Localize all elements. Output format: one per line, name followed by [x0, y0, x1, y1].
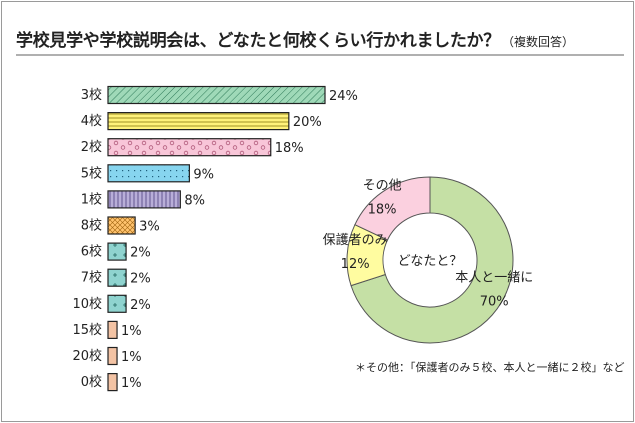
chart-title-area: 学校見学や学校説明会は、どなたと何校くらい行かれましたか？ （複数回答） [16, 26, 616, 56]
title-underline [16, 54, 624, 56]
bar-chart: 3校 24% 4校 20% 2校 18% 5校 9% 1校 8% 8校 3% 6校 2% 7校 2% 10校 2%… [72, 85, 358, 392]
bar [107, 242, 127, 261]
bar-category-label: 8校 [81, 218, 102, 234]
bar-category-label: 4校 [81, 113, 102, 129]
bar-category-label: 15校 [72, 322, 102, 338]
donut-slice [350, 176, 514, 344]
bar-category-label: 2校 [81, 139, 102, 155]
bar [107, 85, 326, 105]
bar-category-label: 10校 [72, 296, 102, 312]
bar-value-label: 1% [121, 350, 142, 365]
donut-slice [354, 176, 431, 241]
bar-value-label: 18% [275, 141, 304, 156]
bar-value-label: 20% [293, 115, 322, 130]
bar-value-label: 1% [121, 376, 142, 391]
bar-category-label: 7校 [81, 270, 102, 286]
bar-value-label: 3% [139, 220, 160, 235]
bar [107, 320, 118, 339]
bar [107, 164, 190, 183]
bar [107, 346, 118, 366]
bar-category-label: 5校 [81, 165, 102, 181]
bar [107, 268, 127, 287]
bar-category-label: 1校 [81, 191, 102, 207]
bar-value-label: 8% [184, 193, 205, 208]
bar [107, 190, 181, 209]
chart-title: 学校見学や学校説明会は、どなたと何校くらい行かれましたか？ [16, 31, 500, 51]
footnote: ＊その他：「保護者のみ５校、本人と一緒に２校」など [355, 361, 625, 374]
bar-value-label: 2% [130, 272, 151, 287]
bar [107, 138, 272, 157]
bar-value-label: 2% [130, 298, 151, 313]
donut-value-label: 18% [368, 202, 397, 217]
bar [107, 373, 118, 392]
bar-category-label: 6校 [81, 244, 102, 260]
donut-value-label: 70% [480, 294, 509, 309]
bar-value-label: 2% [130, 246, 151, 261]
bar [107, 111, 290, 131]
bar-value-label: 1% [121, 324, 142, 339]
bar-category-label: 20校 [72, 348, 102, 364]
chart-subtitle: （複数回答） [501, 35, 574, 49]
donut-value-label: 12% [341, 257, 370, 272]
bar-value-label: 24% [329, 89, 358, 104]
bar [107, 216, 136, 235]
donut-category-label: 保護者のみ [323, 232, 388, 248]
bar-value-label: 9% [193, 167, 214, 182]
donut-category-label: その他 [363, 178, 402, 193]
bar-category-label: 0校 [81, 374, 102, 390]
donut-category-label: 本人と一緒に [455, 270, 533, 285]
donut-center-label: どなたと？ [398, 254, 463, 269]
bar-category-label: 3校 [81, 87, 102, 103]
bar [107, 294, 127, 313]
donut-chart: 本人と一緒に 70% 保護者のみ 12% その他 18% どなたと？ [323, 176, 533, 344]
